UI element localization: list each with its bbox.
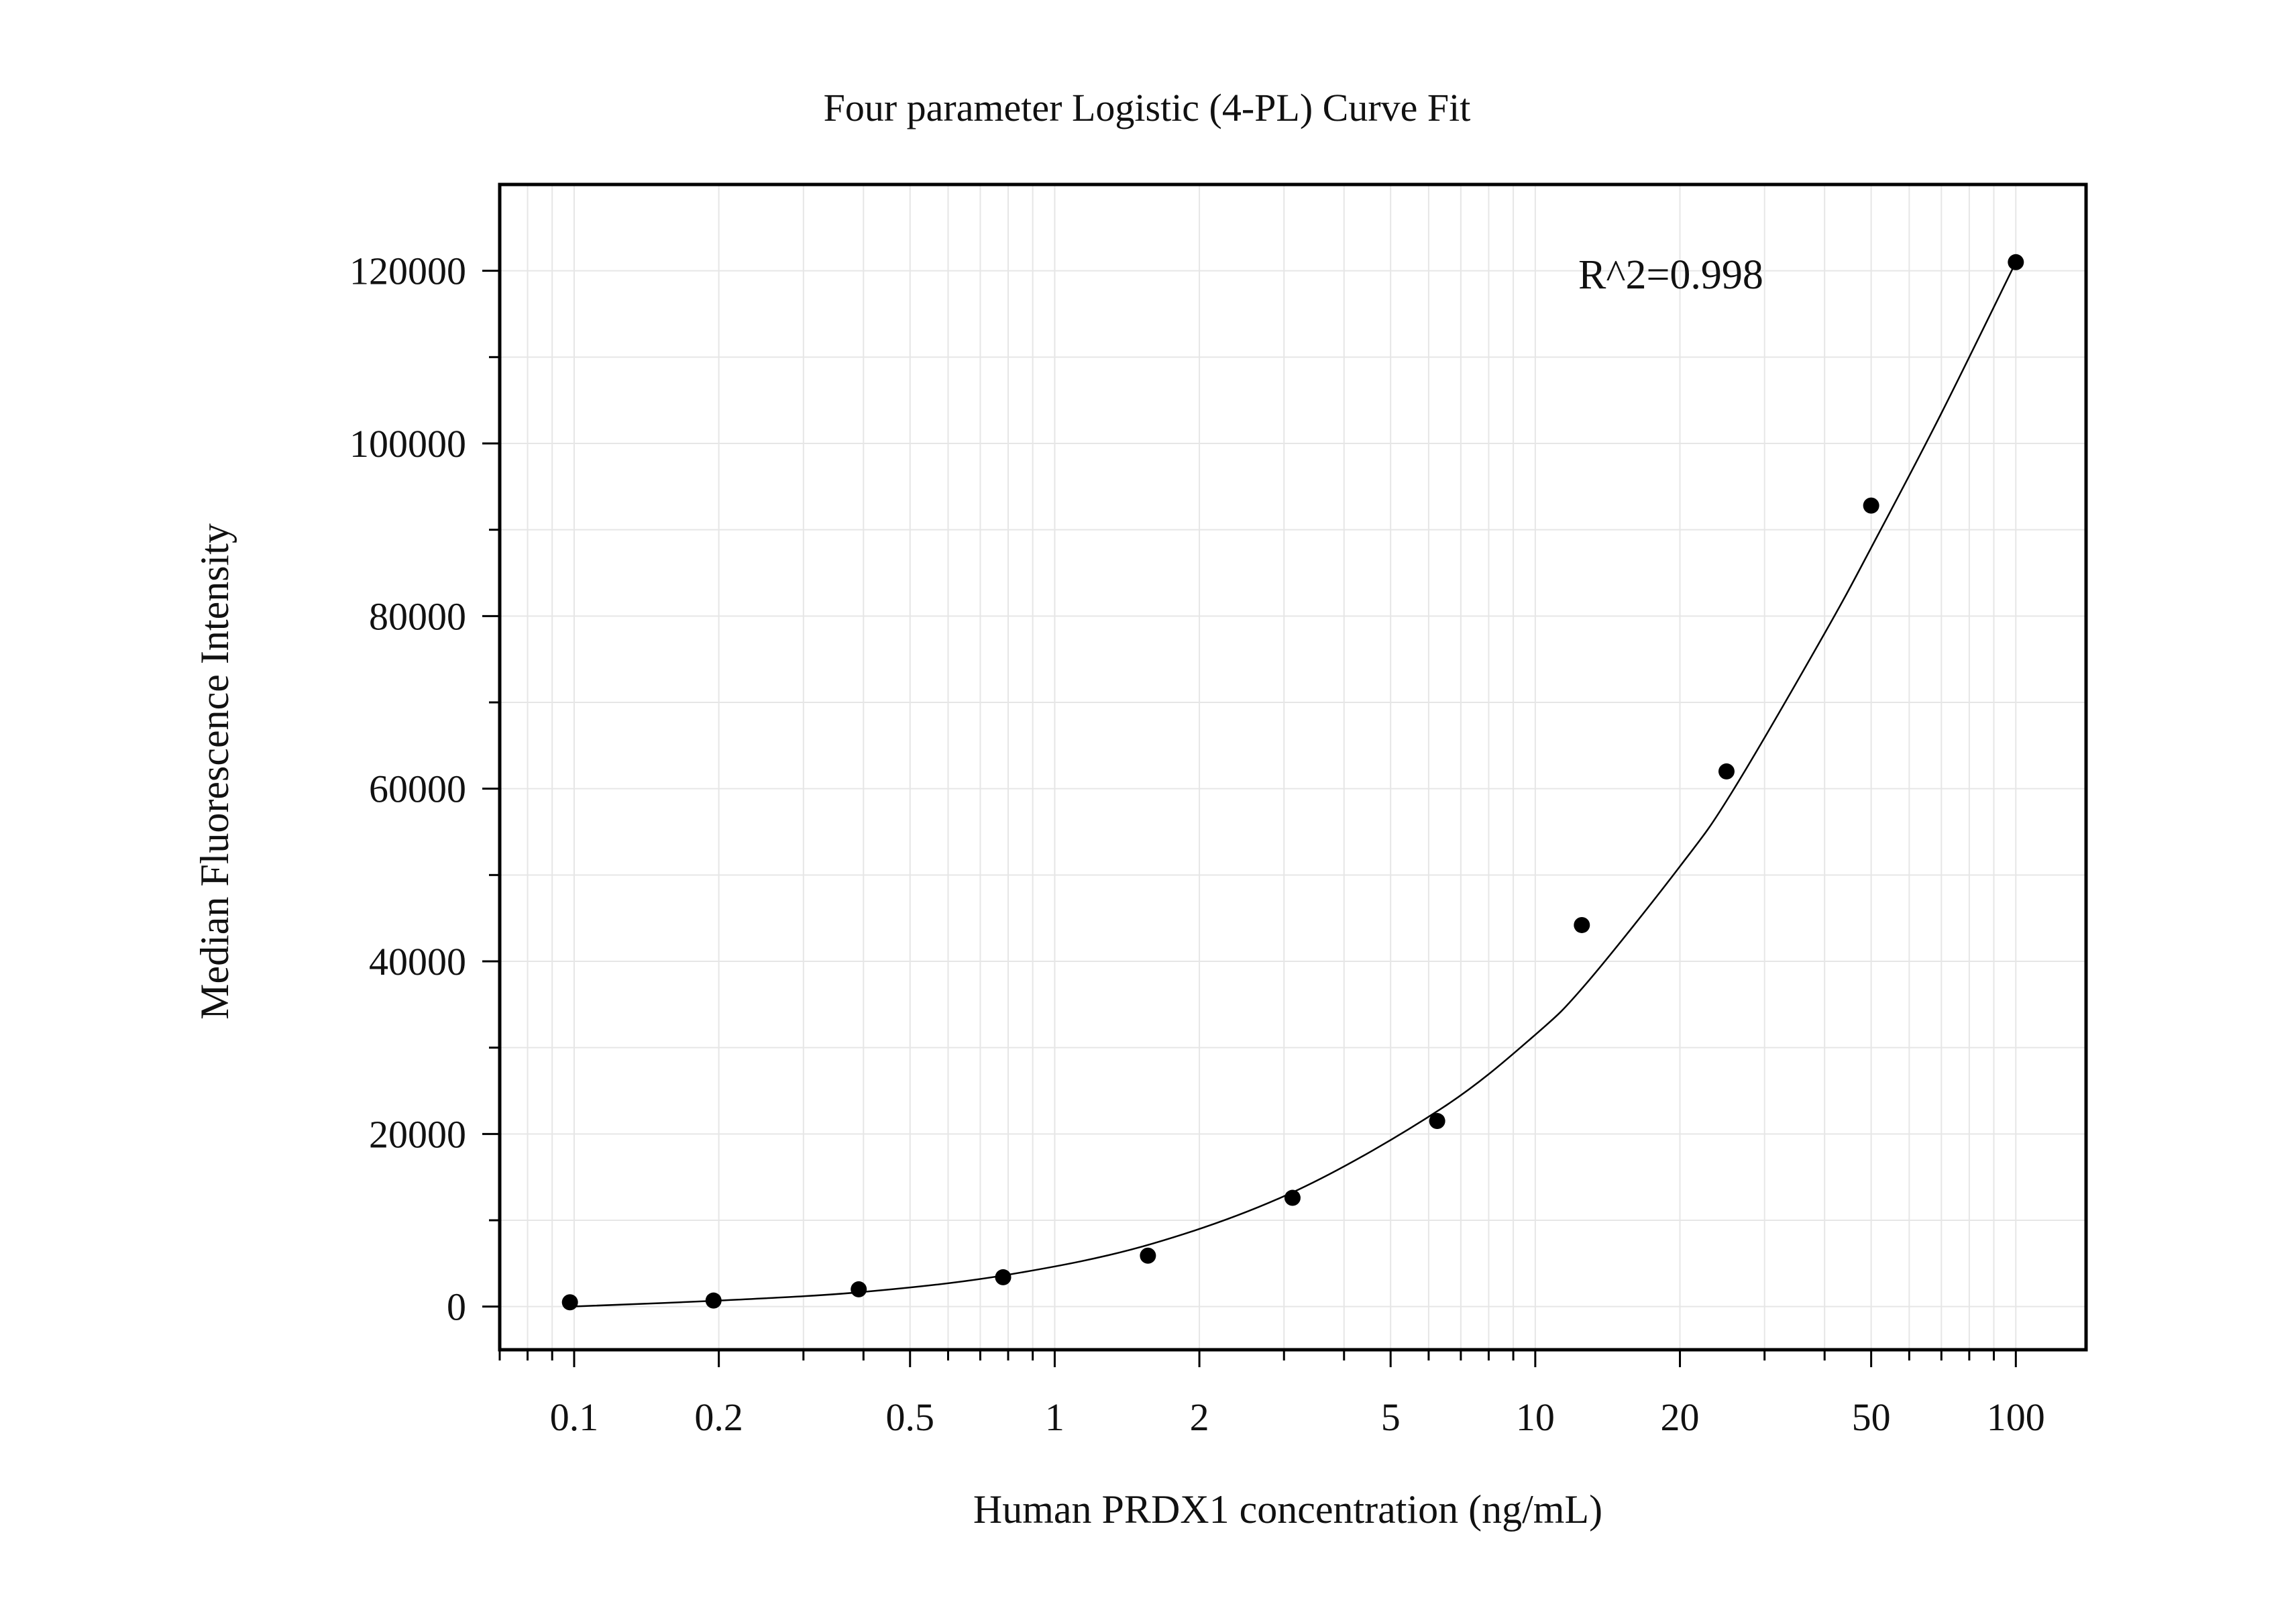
grid [499,184,2086,1350]
data-point [1574,916,1590,933]
data-point [2008,254,2024,270]
data-point [851,1281,867,1297]
data-point [995,1269,1012,1285]
data-point [1140,1247,1156,1264]
x-tick-label: 1 [1045,1395,1064,1439]
data-point [1718,763,1735,780]
y-tick-label: 0 [447,1285,466,1329]
x-tick-label: 2 [1190,1395,1209,1439]
y-tick-label: 120000 [349,250,466,293]
y-axis-title: Median Fluorescence Intensity [193,523,237,1020]
data-point [1863,497,1879,514]
x-tick-label: 0.1 [550,1395,599,1439]
y-tick-label: 100000 [349,422,466,466]
x-tick-label: 100 [1987,1395,2045,1439]
r-squared-annotation: R^2=0.998 [1578,252,1763,298]
data-point [705,1292,722,1309]
x-tick-label: 5 [1381,1395,1401,1439]
data-point [1284,1189,1301,1206]
data-points [561,254,2024,1311]
data-point [561,1294,578,1311]
y-tick-label: 40000 [369,940,466,983]
x-tick-label: 0.2 [694,1395,743,1439]
x-axis-title: Human PRDX1 concentration (ng/mL) [973,1487,1602,1532]
y-tick-label: 20000 [369,1112,466,1156]
x-tick-label: 10 [1516,1395,1555,1439]
data-point [1429,1113,1445,1130]
plot-frame [498,182,2088,1352]
x-tick-label: 20 [1661,1395,1700,1439]
fit-curve [569,262,2017,1307]
y-tick-label: 60000 [369,767,466,811]
chart-title: Four parameter Logistic (4-PL) Curve Fit [824,86,1471,129]
axes: 0.1 0.2 0.5 1 2 5 10 20 50 100 0 20000 40000 60000 800… [349,182,2088,1439]
y-tick-label: 80000 [369,594,466,638]
fit-curve-layer [569,262,2017,1307]
x-tick-label: 0.5 [886,1395,935,1439]
x-tick-label: 50 [1852,1395,1891,1439]
